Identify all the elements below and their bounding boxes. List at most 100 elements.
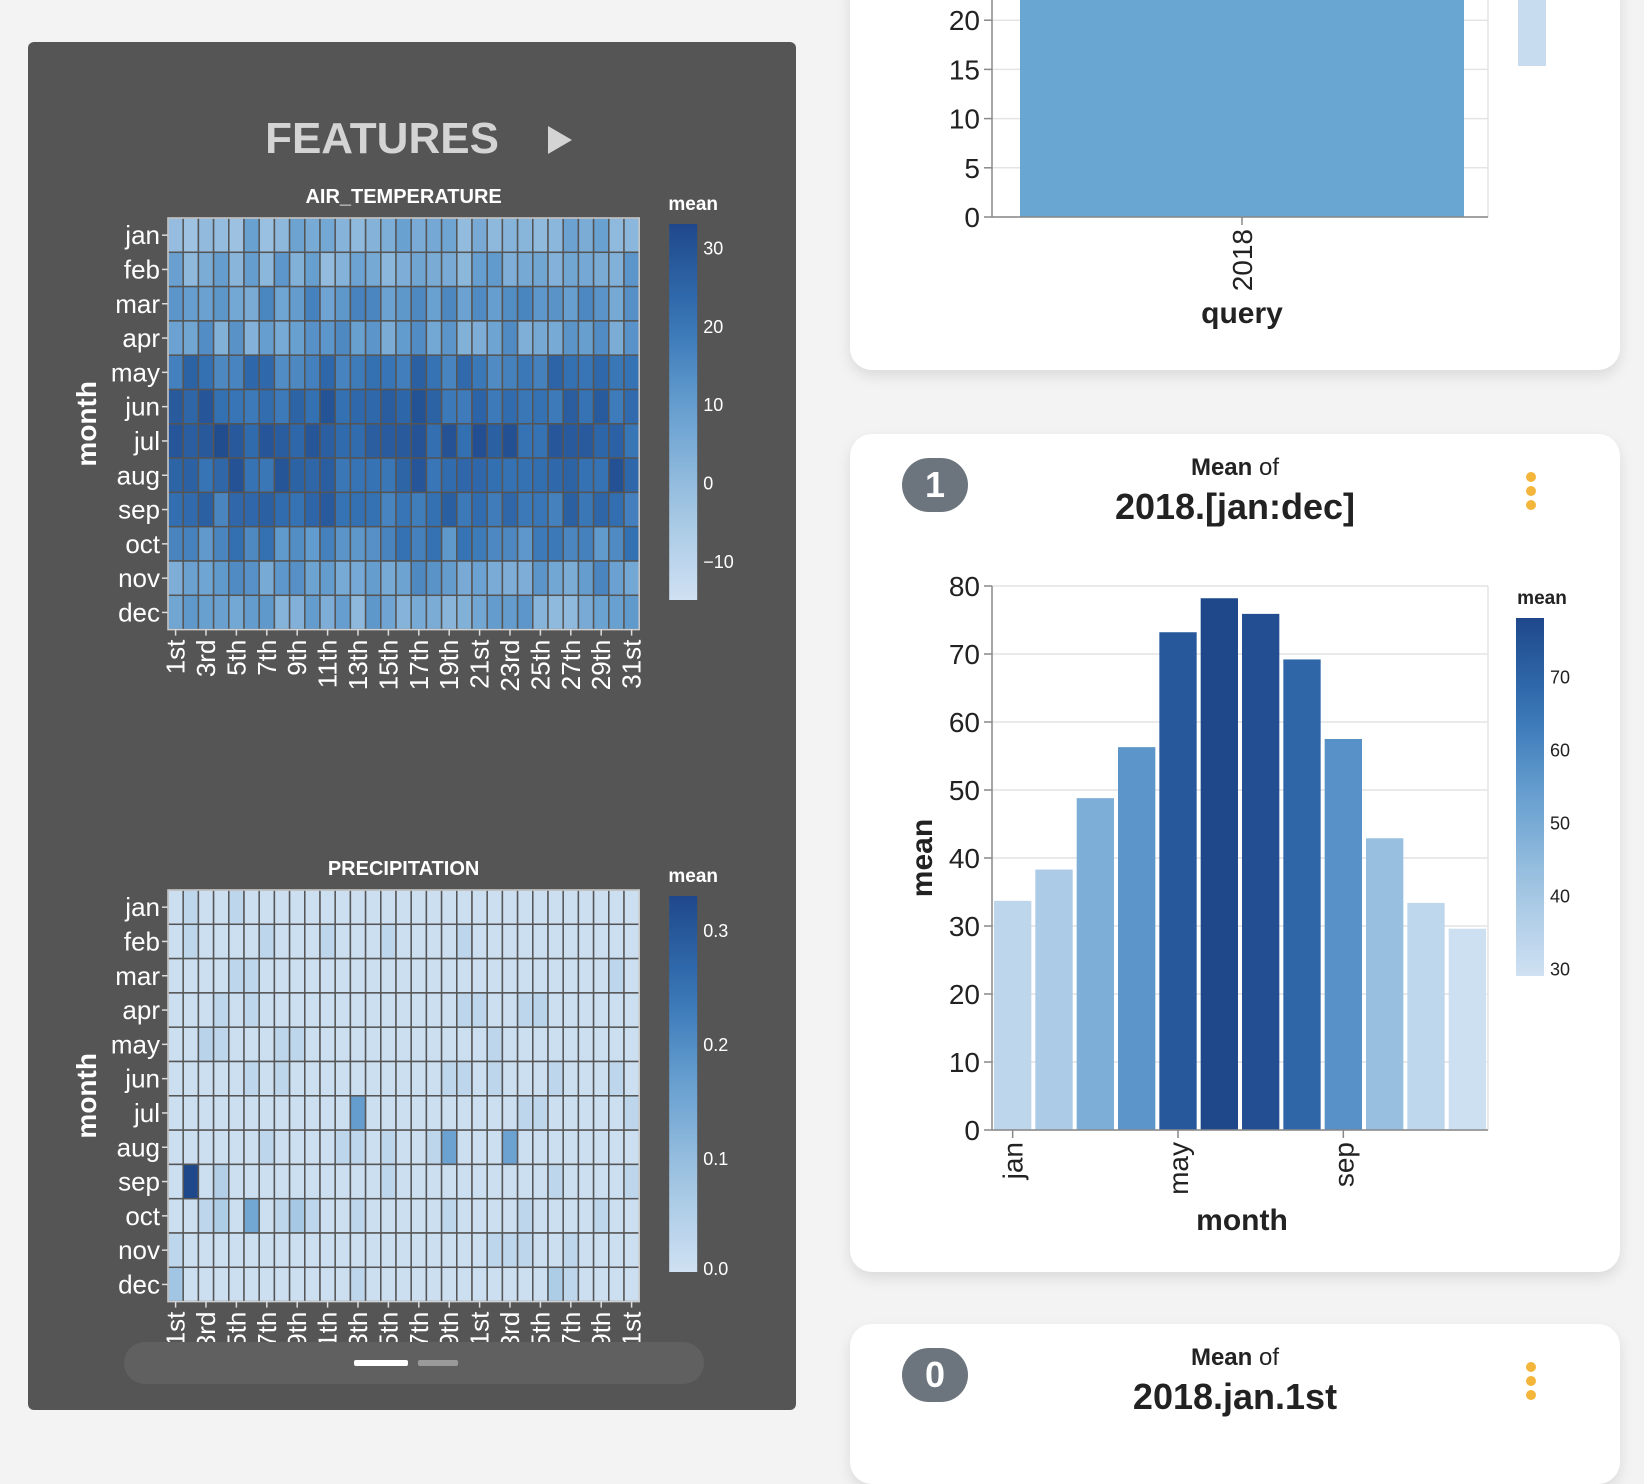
- heatmap-cell: [243, 1060, 260, 1097]
- heatmap-cell: [547, 889, 564, 926]
- heatmap-cell: [516, 889, 534, 926]
- x-tick-label: 9th: [282, 640, 312, 676]
- heatmap-cell: [167, 285, 184, 322]
- heatmap-cell: [197, 217, 215, 254]
- heatmap-cell: [349, 992, 367, 1028]
- heatmap-cell: [167, 491, 184, 528]
- card-subtitle: Mean of: [850, 1344, 1620, 1372]
- heatmap-cell: [501, 285, 519, 322]
- heatmap-cell: [486, 1232, 504, 1269]
- heatmap-cell: [623, 1026, 640, 1063]
- heatmap-cell: [516, 1266, 534, 1303]
- heatmap-cell: [197, 1095, 215, 1131]
- heatmap-cell: [380, 889, 397, 926]
- bar-dec: [1448, 928, 1486, 1130]
- kebab-menu-icon[interactable]: [1526, 472, 1538, 510]
- heatmap-cell: [258, 992, 276, 1028]
- heatmap-cell: [334, 1197, 352, 1234]
- heatmap-cell: [501, 594, 519, 631]
- heatmap-cell: [182, 354, 200, 391]
- heatmap-cell: [395, 525, 412, 562]
- y-tick-label: 60: [949, 707, 980, 738]
- heatmap-cell: [486, 354, 504, 391]
- heatmap-cell: [486, 285, 504, 322]
- card-aggregate-label: Mean: [1190, 454, 1253, 481]
- legend-title: mean: [668, 194, 718, 215]
- heatmap-cell: [258, 525, 276, 562]
- heatmap-cell: [623, 1129, 640, 1166]
- heatmap-cell: [501, 251, 519, 288]
- heatmap-cell: [471, 388, 488, 425]
- heatmap-cell: [562, 525, 580, 562]
- scroll-thumb-secondary[interactable]: [418, 1360, 458, 1366]
- x-tick-label: 29th: [586, 640, 616, 691]
- legend-tick-label: 0.1: [703, 1149, 728, 1169]
- heatmap-cell: [304, 1095, 321, 1131]
- heatmap-cell: [562, 285, 580, 322]
- heatmap-cell: [319, 251, 336, 288]
- heatmap-cell: [623, 457, 640, 494]
- heatmap-cell: [182, 491, 200, 528]
- heatmap-cell: [380, 594, 397, 631]
- kebab-menu-icon[interactable]: [1526, 1362, 1538, 1400]
- heatmap-cell: [425, 560, 443, 597]
- heatmap-cell: [212, 423, 230, 459]
- heatmap-cell: [501, 1163, 519, 1200]
- heatmap-cell: [334, 423, 352, 459]
- play-icon[interactable]: [548, 126, 572, 154]
- scroll-thumb[interactable]: [354, 1360, 408, 1366]
- heatmap-cell: [349, 1197, 367, 1234]
- heatmap-cell: [167, 560, 184, 597]
- heatmap-cell: [486, 889, 504, 926]
- x-tick-label: 23rd: [495, 640, 525, 692]
- legend-tick-label: 0.3: [703, 921, 728, 941]
- heatmap-cell: [319, 889, 336, 926]
- heatmap-cell: [212, 992, 230, 1028]
- heatmap-cell: [440, 594, 458, 631]
- heatmap-cell: [228, 594, 245, 631]
- heatmap-cell: [258, 1232, 276, 1269]
- heatmap-cell: [501, 923, 519, 960]
- heatmap-cell: [395, 1266, 412, 1303]
- heatmap-cell: [228, 1129, 245, 1166]
- heatmap-cell: [577, 1197, 595, 1234]
- heatmap-cell: [425, 1060, 443, 1097]
- heatmap-cell: [501, 992, 519, 1028]
- heatmap-cell: [410, 388, 428, 425]
- features-title-text: FEATURES: [265, 114, 499, 163]
- heatmap-cell: [608, 957, 625, 994]
- heatmap-cell: [623, 1163, 640, 1200]
- heatmap-cell: [410, 992, 428, 1028]
- heatmap-cell: [349, 388, 367, 425]
- heatmap-cell: [547, 1060, 564, 1097]
- heatmap-cell: [425, 285, 443, 322]
- heatmap-cell: [334, 217, 352, 254]
- heatmap-cell: [288, 217, 306, 254]
- heatmap-cell: [212, 594, 230, 631]
- heatmap-cell: [319, 457, 336, 494]
- heatmap-cell: [349, 1232, 367, 1269]
- heatmap-cell: [319, 525, 336, 562]
- y-tick-label: oct: [125, 529, 160, 559]
- heatmap-cell: [532, 491, 549, 528]
- heatmap-cell: [212, 1197, 230, 1234]
- heatmap-cell: [228, 491, 245, 528]
- card-of-label: of: [1259, 454, 1280, 481]
- heatmap-cell: [471, 491, 488, 528]
- heatmap-cell: [623, 491, 640, 528]
- year-bar-chart: 20 15 10 5 0 2018 query: [949, 0, 1546, 330]
- heatmap-cell: [212, 354, 230, 391]
- horizontal-scrollbar[interactable]: [124, 1342, 704, 1384]
- heatmap-cell: [532, 525, 549, 562]
- heatmap-cell: [182, 388, 200, 425]
- heatmap-cell: [228, 1026, 245, 1063]
- heatmap-cell: [243, 1026, 260, 1063]
- heatmap-cell: [440, 320, 458, 356]
- heatmap-cell: [273, 320, 291, 356]
- legend-tick-label: 0.2: [703, 1035, 728, 1055]
- heatmap-cell: [623, 1232, 640, 1269]
- bar-may: [1159, 632, 1197, 1130]
- heatmap-cell: [471, 594, 488, 631]
- x-tick-label: 11th: [313, 640, 343, 689]
- card-index-badge: 0: [902, 1348, 968, 1402]
